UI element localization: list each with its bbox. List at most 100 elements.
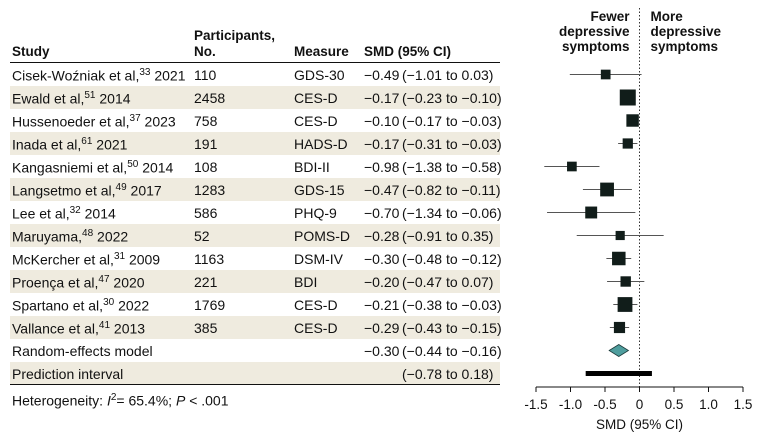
heterogeneity-label: Heterogeneity:: [12, 392, 104, 409]
study-reference: 48: [82, 228, 94, 239]
study-reference: 49: [115, 182, 127, 193]
study-cell: Kangasniemi et al,50 2014: [12, 159, 173, 176]
study-year: 2020: [113, 274, 145, 291]
header-study: Study: [12, 44, 50, 59]
study-name: McKercher et al,: [12, 251, 114, 268]
study-reference: 50: [127, 159, 139, 170]
participants-cell: 385: [194, 320, 218, 336]
header-measure: Measure: [294, 44, 349, 59]
smd-cell: −0.21: [364, 297, 400, 313]
study-year: 2021: [154, 67, 186, 84]
header-smd: SMD (95% CI): [364, 44, 452, 59]
measure-cell: CES-D: [294, 90, 338, 106]
participants-cell: 52: [194, 228, 210, 244]
smd-cell: −0.49: [364, 67, 400, 83]
heterogeneity-note: Heterogeneity: I2= 65.4%; P < .001: [12, 392, 229, 409]
x-axis-tick-label: 1.0: [699, 397, 718, 412]
ci-cell: (−0.38 to −0.03): [402, 297, 502, 313]
study-name: Maruyama,: [12, 228, 83, 245]
study-cell: Vallance et al,41 2013: [12, 320, 145, 337]
ci-cell: (−0.44 to −0.16): [402, 343, 502, 359]
ci-cell: (−0.31 to −0.03): [402, 136, 502, 152]
study-name: Lee et al,: [12, 205, 70, 222]
study-reference: 32: [69, 205, 81, 216]
study-reference: 37: [129, 113, 141, 124]
study-point-marker: [617, 297, 633, 312]
smd-cell: −0.29: [364, 320, 400, 336]
smd-cell: −0.98: [364, 159, 400, 175]
study-name: Vallance et al,: [12, 320, 99, 337]
ci-cell: (−1.34 to −0.06): [402, 205, 502, 221]
study-cell: Ewald et al,51 2014: [12, 90, 131, 107]
measure-cell: POMS-D: [294, 228, 350, 244]
study-cell: Cisek-Woźniak et al,33 2021: [12, 67, 186, 84]
table-bottom-rule: [10, 384, 500, 385]
measure-cell: GDS-15: [294, 182, 345, 198]
ci-cell: (−0.43 to −0.15): [402, 320, 502, 336]
study-name: Spartano et al,: [12, 297, 104, 314]
study-point-marker: [619, 89, 636, 106]
study-cell: McKercher et al,31 2009: [12, 251, 160, 268]
measure-cell: BDI: [294, 274, 318, 290]
smd-cell: −0.70: [364, 205, 400, 221]
smd-cell: −0.47: [364, 182, 400, 198]
measure-cell: PHQ-9: [294, 205, 337, 221]
direction-label-fewer: symptoms: [562, 39, 630, 54]
study-cell: Prediction interval: [12, 366, 123, 382]
study-reference: 51: [84, 90, 96, 101]
header-participants-line1: Participants,: [194, 28, 276, 43]
x-axis-tick-label: 1.5: [734, 397, 753, 412]
study-year: 2023: [144, 113, 176, 130]
study-reference: 47: [98, 274, 110, 285]
participants-cell: 1769: [194, 297, 226, 313]
study-name: Random-effects model: [12, 343, 153, 359]
measure-cell: GDS-30: [294, 67, 345, 83]
x-axis-tick-label: 0.5: [665, 397, 684, 412]
i2-symbol: I: [106, 392, 111, 409]
prediction-interval-bar: [585, 371, 652, 376]
study-point-marker: [600, 69, 611, 80]
study-point-marker: [626, 114, 639, 127]
participants-cell: 2458: [194, 90, 226, 106]
study-year: 2014: [142, 159, 174, 176]
participants-cell: 586: [194, 205, 218, 221]
table-row: Langsetmo et al,49 2017 1283 GDS-15 −0.47 (−…: [10, 178, 501, 201]
ci-cell: (−0.82 to −0.11): [402, 182, 501, 198]
table-row: Inada et al,61 2021 191 HADS-D −0.17 (−0.31 …: [10, 132, 502, 155]
study-year: 2017: [130, 182, 162, 199]
table-row: Prediction interval (−0.78 to 0.18): [10, 362, 500, 385]
participants-cell: 758: [194, 113, 218, 129]
study-point-marker: [585, 206, 598, 219]
study-name: Proença et al,: [12, 274, 99, 291]
study-cell: Langsetmo et al,49 2017: [12, 182, 162, 199]
table-row: Ewald et al,51 2014 2458 CES-D −0.17 (−0.23 …: [10, 86, 502, 109]
study-year: 2014: [99, 90, 131, 107]
study-point-marker: [567, 161, 577, 172]
study-year: 2021: [96, 136, 128, 153]
ci-cell: (−0.47 to 0.07): [402, 274, 494, 290]
study-cell: Hussenoeder et al,37 2023: [12, 113, 176, 130]
ci-cell: (−0.91 to 0.35): [402, 228, 494, 244]
measure-cell: CES-D: [294, 297, 338, 313]
pooled-estimate-diamond: [608, 344, 630, 357]
study-reference: 41: [98, 320, 111, 331]
smd-cell: −0.30: [364, 251, 400, 267]
study-name: Langsetmo et al,: [12, 182, 116, 199]
i2-value: = 65.4%;: [116, 392, 173, 409]
x-axis-tick-label: -1.5: [524, 397, 547, 412]
study-name: Prediction interval: [12, 366, 124, 382]
study-point-marker: [600, 182, 614, 197]
study-reference: 30: [103, 297, 115, 308]
ci-cell: (−0.17 to −0.03): [402, 113, 502, 129]
study-name: Ewald et al,: [12, 90, 85, 107]
measure-cell: HADS-D: [294, 136, 348, 152]
p-symbol: P: [175, 392, 186, 409]
participants-cell: 108: [194, 159, 218, 175]
participants-cell: 191: [194, 136, 218, 152]
study-reference: 31: [113, 251, 126, 262]
x-axis-title: SMD (95% CI): [596, 417, 683, 432]
study-cell: Maruyama,48 2022: [12, 228, 128, 245]
table-row: Lee et al,32 2014 586 PHQ-9 −0.70 (−1.34 to …: [10, 201, 502, 224]
smd-cell: −0.30: [364, 343, 400, 359]
